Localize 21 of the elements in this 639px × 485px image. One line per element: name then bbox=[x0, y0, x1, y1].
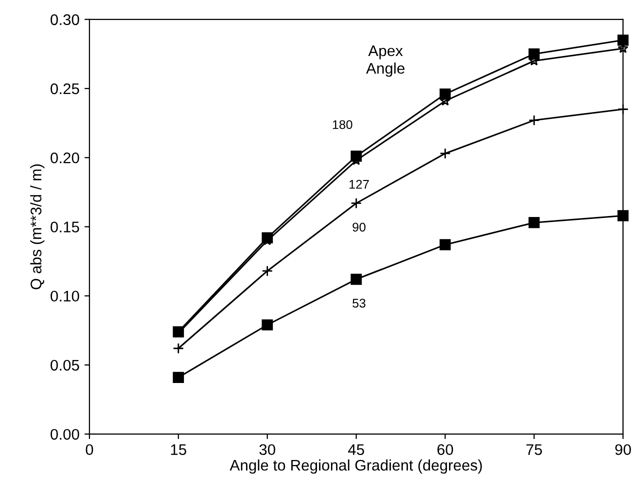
series-label: 53 bbox=[352, 298, 366, 308]
y-tick-label: 0.00 bbox=[50, 428, 80, 440]
x-tick-label: 45 bbox=[348, 444, 364, 456]
y-axis-title: Q abs (m**3/d / m) bbox=[30, 164, 44, 290]
x-tick-label: 30 bbox=[259, 444, 276, 456]
y-tick-label: 0.10 bbox=[50, 290, 80, 302]
x-tick-label: 75 bbox=[526, 444, 542, 456]
x-tick-label: 90 bbox=[615, 444, 631, 456]
x-tick-label: 60 bbox=[437, 444, 454, 456]
y-tick-label: 0.30 bbox=[50, 14, 80, 26]
annotation: Apex Angle bbox=[366, 46, 404, 77]
series-label: 90 bbox=[352, 222, 366, 232]
y-tick-label: 0.05 bbox=[50, 360, 80, 371]
y-tick-label: 0.20 bbox=[50, 152, 80, 164]
x-tick-label: 15 bbox=[171, 444, 186, 456]
series-label: 127 bbox=[350, 180, 369, 189]
x-axis-title: Angle to Regional Gradient (degrees) bbox=[230, 459, 482, 474]
y-tick-label: 0.25 bbox=[50, 83, 80, 94]
x-tick-label: 0 bbox=[86, 444, 94, 456]
y-tick-label: 0.15 bbox=[50, 222, 80, 232]
series-label: 180 bbox=[332, 120, 352, 130]
